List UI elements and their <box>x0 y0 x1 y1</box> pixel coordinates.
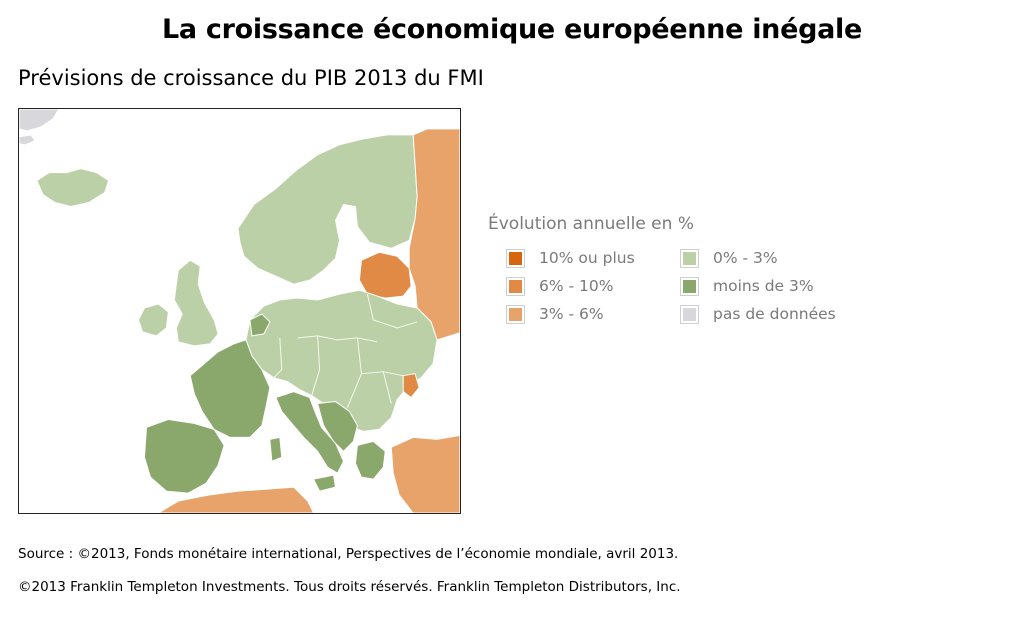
europe-map <box>18 108 461 514</box>
legend-swatch <box>680 248 699 268</box>
chart-title: La croissance économique européenne inég… <box>161 14 863 45</box>
great-britain-region <box>173 259 219 347</box>
italy-region <box>275 391 345 474</box>
iceland-region <box>36 168 110 208</box>
legend-item-6-10: 6% - 10% <box>506 276 680 296</box>
copyright-note: ©2013 Franklin Templeton Investments. To… <box>18 579 681 595</box>
legend-item-0-3: 0% - 3% <box>680 248 880 268</box>
svalbard-region <box>19 134 36 146</box>
legend-label: 10% ou plus <box>539 249 635 267</box>
legend-item-10-plus: 10% ou plus <box>506 248 680 268</box>
legend-label: pas de données <box>713 305 836 323</box>
baltics-region <box>358 251 412 299</box>
country-borders <box>273 268 418 408</box>
legend-grid: 10% ou plus 0% - 3% 6% - 10% moins de 3%… <box>488 248 888 324</box>
legend-swatch <box>506 248 525 268</box>
legend-label: 3% - 6% <box>539 305 604 323</box>
legend-swatch <box>680 276 699 296</box>
sicily-region <box>312 474 337 492</box>
legend-label: 6% - 10% <box>539 277 614 295</box>
legend-item-no-data: pas de données <box>680 304 880 324</box>
ireland-region <box>137 303 169 337</box>
legend-label: 0% - 3% <box>713 249 778 267</box>
legend-item-negative: moins de 3% <box>680 276 880 296</box>
map-legend: Évolution annuelle en % 10% ou plus 0% -… <box>488 214 888 324</box>
turkey-region <box>390 434 460 513</box>
legend-title: Évolution annuelle en % <box>488 214 694 234</box>
legend-swatch <box>680 304 699 324</box>
chart-subtitle: Prévisions de croissance du PIB 2013 du … <box>18 66 484 90</box>
iberia-region <box>143 418 225 494</box>
netherlands-region <box>249 313 271 337</box>
sardinia-region <box>269 436 283 462</box>
russia-region <box>408 128 460 341</box>
greenland-region <box>19 109 60 132</box>
source-note: Source : ©2013, Fonds monétaire internat… <box>18 546 679 562</box>
greece-region <box>354 440 386 480</box>
moldova-region <box>402 373 420 399</box>
legend-swatch <box>506 304 525 324</box>
north-africa-region <box>157 486 315 513</box>
france-region <box>189 339 271 438</box>
balkans-region <box>316 401 358 453</box>
legend-swatch <box>506 276 525 296</box>
legend-item-3-6: 3% - 6% <box>506 304 680 324</box>
legend-label: moins de 3% <box>713 277 814 295</box>
scandinavia-region <box>237 134 418 285</box>
